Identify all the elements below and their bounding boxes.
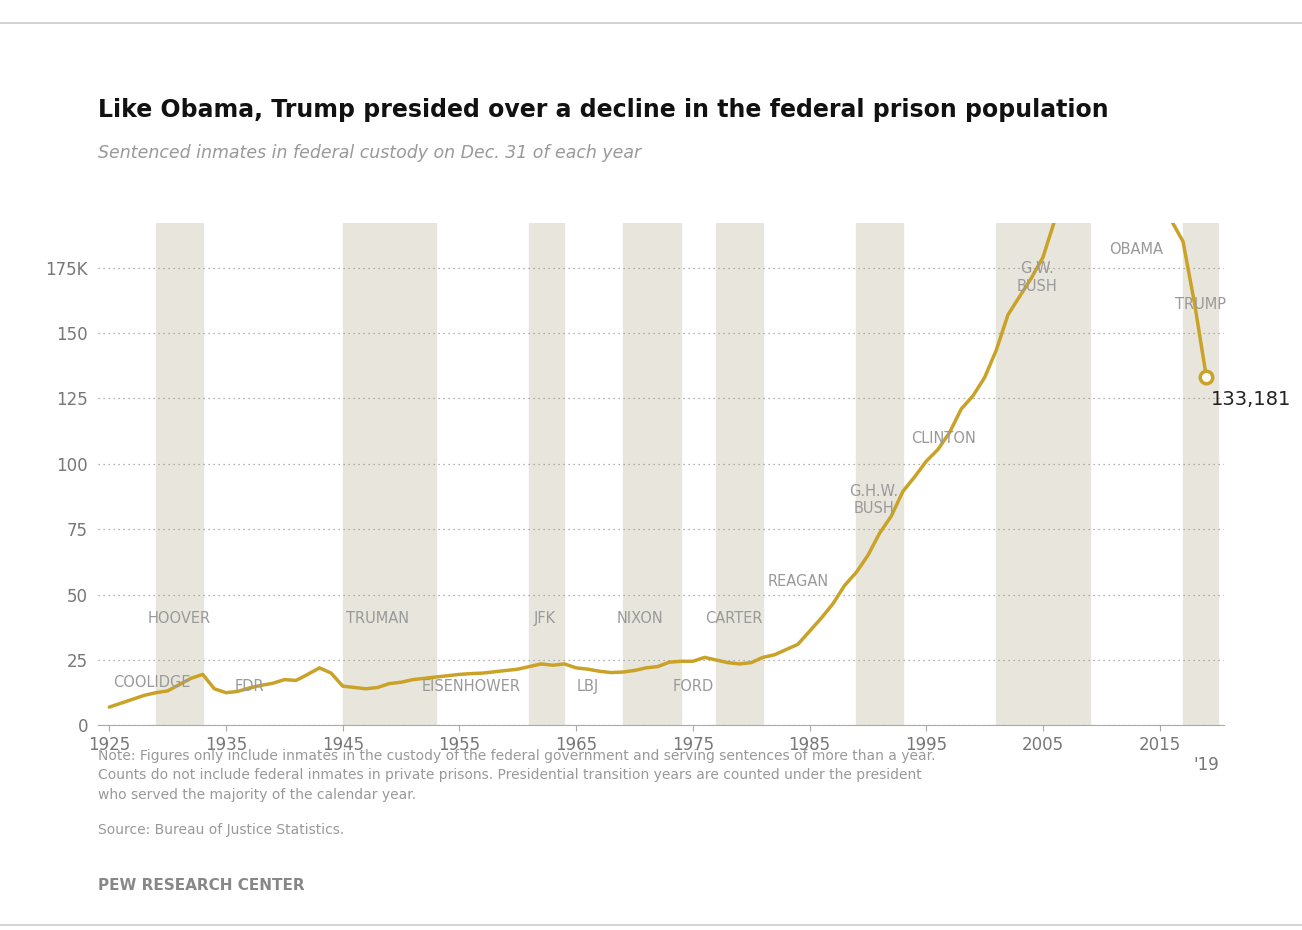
- Text: 133,181: 133,181: [1211, 390, 1292, 409]
- Text: HOOVER: HOOVER: [148, 611, 211, 626]
- Text: PEW RESEARCH CENTER: PEW RESEARCH CENTER: [98, 878, 305, 893]
- Bar: [996, 223, 1090, 725]
- Text: JFK: JFK: [534, 611, 556, 626]
- Text: Like Obama, Trump presided over a decline in the federal prison population: Like Obama, Trump presided over a declin…: [98, 98, 1108, 122]
- Bar: [857, 223, 902, 725]
- Text: '19: '19: [1194, 755, 1219, 774]
- Text: NIXON: NIXON: [617, 611, 664, 626]
- Text: G.H.W.
BUSH: G.H.W. BUSH: [849, 484, 898, 516]
- Bar: [1184, 223, 1219, 725]
- Text: Source: Bureau of Justice Statistics.: Source: Bureau of Justice Statistics.: [98, 823, 344, 837]
- Bar: [342, 223, 436, 725]
- Text: EISENHOWER: EISENHOWER: [422, 679, 521, 694]
- Text: TRUMAN: TRUMAN: [346, 611, 409, 626]
- Text: FDR: FDR: [234, 679, 264, 694]
- Text: OBAMA: OBAMA: [1109, 242, 1164, 258]
- Text: Note: Figures only include inmates in the custody of the federal government and : Note: Figures only include inmates in th…: [98, 749, 935, 802]
- Text: TRUMP: TRUMP: [1174, 297, 1226, 312]
- Text: Sentenced inmates in federal custody on Dec. 31 of each year: Sentenced inmates in federal custody on …: [98, 144, 641, 162]
- Text: LBJ: LBJ: [577, 679, 599, 694]
- Bar: [716, 223, 763, 725]
- Text: COOLIDGE: COOLIDGE: [113, 675, 190, 690]
- Text: CLINTON: CLINTON: [911, 431, 976, 445]
- Bar: [622, 223, 681, 725]
- Text: REAGAN: REAGAN: [767, 575, 828, 590]
- Text: FORD: FORD: [672, 679, 713, 694]
- Text: G.W.
BUSH: G.W. BUSH: [1017, 261, 1057, 294]
- Bar: [156, 223, 203, 725]
- Text: CARTER: CARTER: [704, 611, 763, 626]
- Bar: [530, 223, 565, 725]
